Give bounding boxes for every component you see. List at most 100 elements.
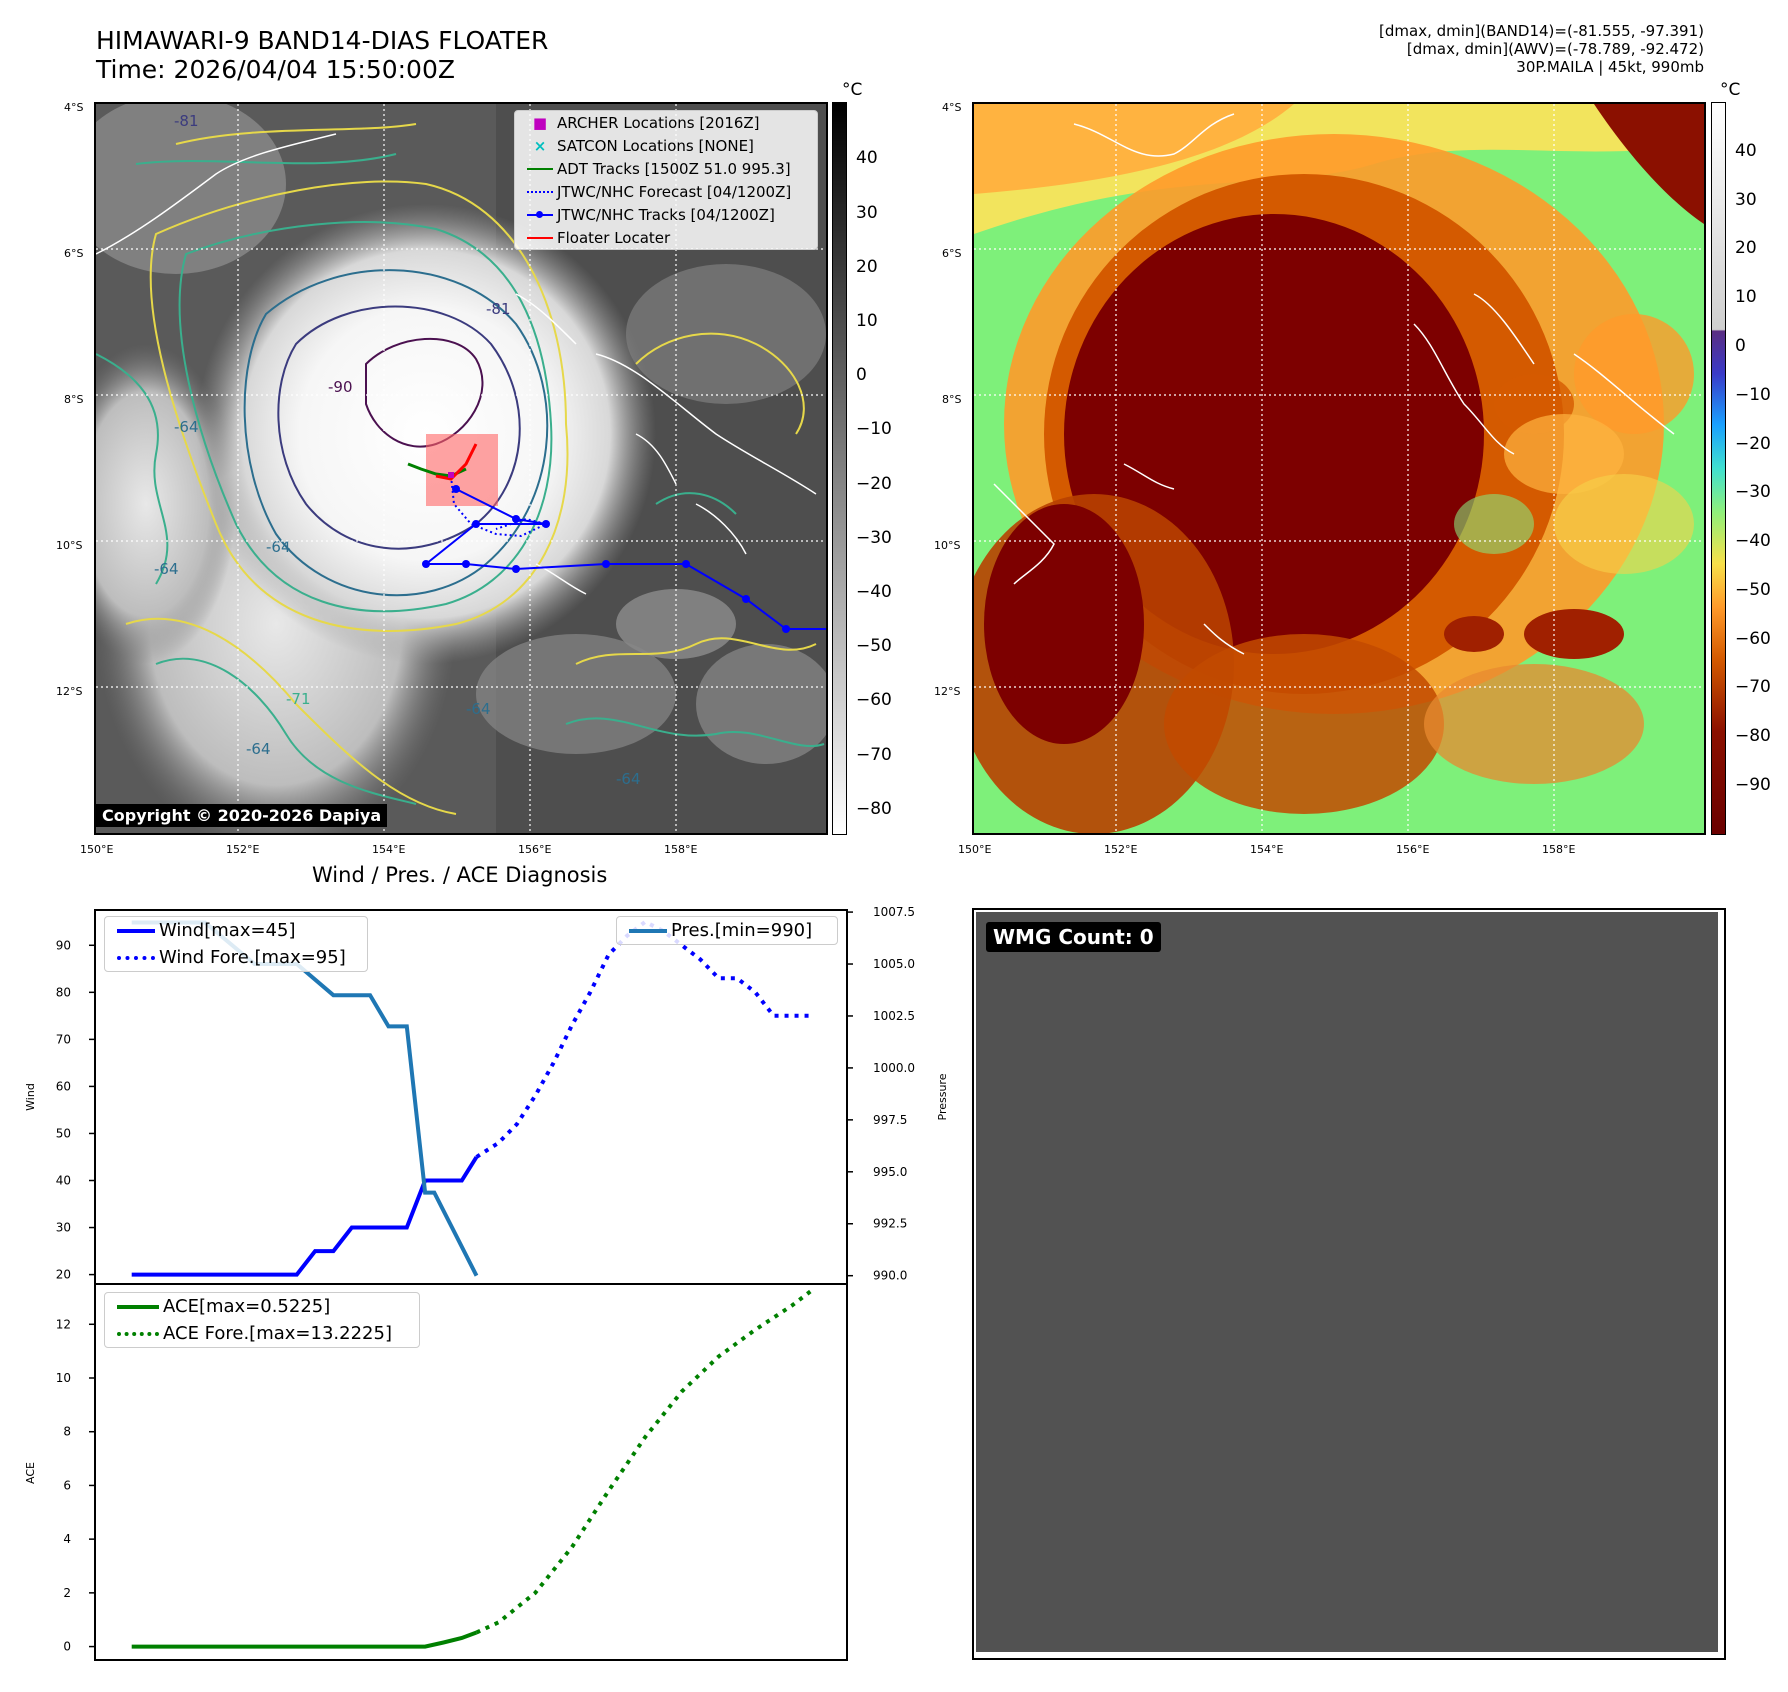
contour-label-group: -81 -90 -64 -64 -64 -64 -64 -81 -71 -64 (154, 112, 641, 788)
ace-tick-label: 0 (63, 1640, 71, 1654)
square-marker-icon: ■ (532, 113, 548, 132)
contour-label: -64 (154, 560, 179, 578)
info-line3: 30P.MAILA | 45kt, 990mb (1516, 58, 1704, 76)
colorbar-tick: 0 (856, 365, 867, 385)
colorbar-tick: −20 (856, 474, 892, 494)
contour-label: -90 (328, 378, 353, 396)
colorbar-tick: 40 (1735, 141, 1757, 161)
ace-series-line (131, 1630, 478, 1649)
colorbar-tick: 10 (1735, 287, 1757, 307)
grid-lines (974, 104, 1704, 833)
lat-tick: 6°S (64, 247, 84, 260)
wind-forecast-series-line (475, 919, 811, 1159)
legend-item-jtwc-tracks: JTWC/NHC Tracks [04/1200Z] (515, 203, 817, 226)
colorbar-tick: −10 (856, 419, 892, 439)
contour-label: -64 (466, 700, 491, 718)
solid-line-icon (113, 1304, 163, 1309)
ace-tick-label: 12 (56, 1317, 71, 1331)
lat-tick: 12°S (934, 685, 961, 698)
wind-tick-label: 70 (56, 1032, 71, 1046)
pressure-axis-label: Pressure (936, 1073, 949, 1120)
lat-tick: 8°S (64, 393, 84, 406)
pressure-tick-label: 1002.5 (873, 1009, 915, 1023)
lat-tick: 10°S (934, 539, 961, 552)
ace-axis-label: ACE (24, 1462, 37, 1484)
pressure-tick-label: 1005.0 (873, 957, 915, 971)
ace-legend: ACE[max=0.5225] ACE Fore.[max=13.2225] (104, 1292, 420, 1348)
solid-line-icon (523, 236, 557, 239)
ace-tick-label: 10 (56, 1371, 71, 1385)
solid-line-icon (523, 167, 557, 170)
colorbar-tick: −30 (856, 528, 892, 548)
coastlines (96, 133, 817, 595)
ace-plot-frame (94, 1283, 848, 1661)
line-dot-icon (523, 210, 557, 218)
contour-label: -81 (174, 112, 199, 130)
wmg-panel: WMG Count: 0 (972, 908, 1726, 1660)
lon-tick: 150°E (958, 843, 992, 856)
lon-tick: 158°E (664, 843, 698, 856)
colorbar-unit: °C (842, 80, 863, 100)
lon-tick: 156°E (1396, 843, 1430, 856)
awv-map-image (974, 104, 1704, 833)
copyright-label: Copyright © 2020-2026 Dapiya (96, 804, 388, 827)
colorbar-tick: −80 (1735, 726, 1771, 746)
archer-location (448, 472, 454, 478)
legend-item-archer: ■ ARCHER Locations [2016Z] (515, 111, 817, 134)
ace-tick-label: 6 (63, 1478, 71, 1492)
colorbar-tick: 30 (856, 203, 878, 223)
info-block: [dmax, dmin](BAND14)=(-81.555, -97.391) … (1379, 22, 1704, 76)
legend-item-floater: Floater Locater (515, 226, 817, 249)
wind-tick-label: 20 (56, 1268, 71, 1282)
colorbar-tick: 40 (856, 148, 878, 168)
lat-tick: 4°S (64, 101, 84, 114)
colorbar-tick: −90 (1735, 775, 1771, 795)
dotted-line-icon (523, 190, 557, 193)
diagnosis-title: Wind / Pres. / ACE Diagnosis (312, 863, 608, 887)
lat-tick: 12°S (56, 685, 83, 698)
colorbar-tick: −70 (856, 745, 892, 765)
legend-item-wind: Wind[max=45] (105, 917, 367, 944)
legend-item-wind-forecast: Wind Fore.[max=95] (105, 944, 367, 971)
band14-map: -81 -90 -64 -64 -64 -64 -64 -81 -71 -64 (94, 102, 828, 835)
pressure-tick-label: 1000.0 (873, 1061, 915, 1075)
legend-item-ace: ACE[max=0.5225] (105, 1293, 419, 1320)
legend-item-jtwc-forecast: JTWC/NHC Forecast [04/1200Z] (515, 180, 817, 203)
colorbar-tick: −50 (856, 636, 892, 656)
jtwc-track-line (423, 488, 826, 630)
lat-tick: 4°S (942, 101, 962, 114)
lon-tick: 152°E (1104, 843, 1138, 856)
legend-item-pressure: Pres.[min=990] (617, 917, 837, 944)
title-line1: HIMAWARI-9 BAND14-DIAS FLOATER (96, 26, 549, 55)
ace-tick-label: 4 (63, 1532, 71, 1546)
pressure-tick-label: 1007.5 (873, 905, 915, 919)
info-line1: [dmax, dmin](BAND14)=(-81.555, -97.391) (1379, 22, 1704, 40)
wind-tick-label: 30 (56, 1221, 71, 1235)
pressure-tick-label: 990.0 (873, 1269, 907, 1283)
x-marker-icon: × (533, 136, 547, 155)
wind-tick-label: 90 (56, 938, 71, 952)
legend-item-adt: ADT Tracks [1500Z 51.0 995.3] (515, 157, 817, 180)
lat-tick: 8°S (942, 393, 962, 406)
title-line2: Time: 2026/04/04 15:50:00Z (96, 55, 455, 84)
pressure-tick-label: 997.5 (873, 1113, 907, 1127)
contour-label: -64 (616, 770, 641, 788)
colorbar-tick: −50 (1735, 580, 1771, 600)
cloud-nw (96, 104, 286, 274)
colorbar-tick: −80 (856, 799, 892, 819)
wind-tick-label: 80 (56, 985, 71, 999)
wind-tick-label: 40 (56, 1174, 71, 1188)
dotted-line-icon (113, 955, 159, 960)
contour-label: -81 (486, 300, 511, 318)
colorbar-tick: −40 (856, 582, 892, 602)
pressure-tick-label: 995.0 (873, 1165, 907, 1179)
lon-tick: 154°E (372, 843, 406, 856)
dotted-line-icon (113, 1331, 163, 1336)
map-legend: ■ ARCHER Locations [2016Z] × SATCON Loca… (514, 110, 818, 250)
contour-label: -64 (174, 418, 199, 436)
jtwc-forecast-track (450, 475, 549, 538)
colorbar-tick: 10 (856, 311, 878, 331)
wind-tick-label: 60 (56, 1079, 71, 1093)
wmg-count-label: WMG Count: 0 (986, 922, 1161, 952)
